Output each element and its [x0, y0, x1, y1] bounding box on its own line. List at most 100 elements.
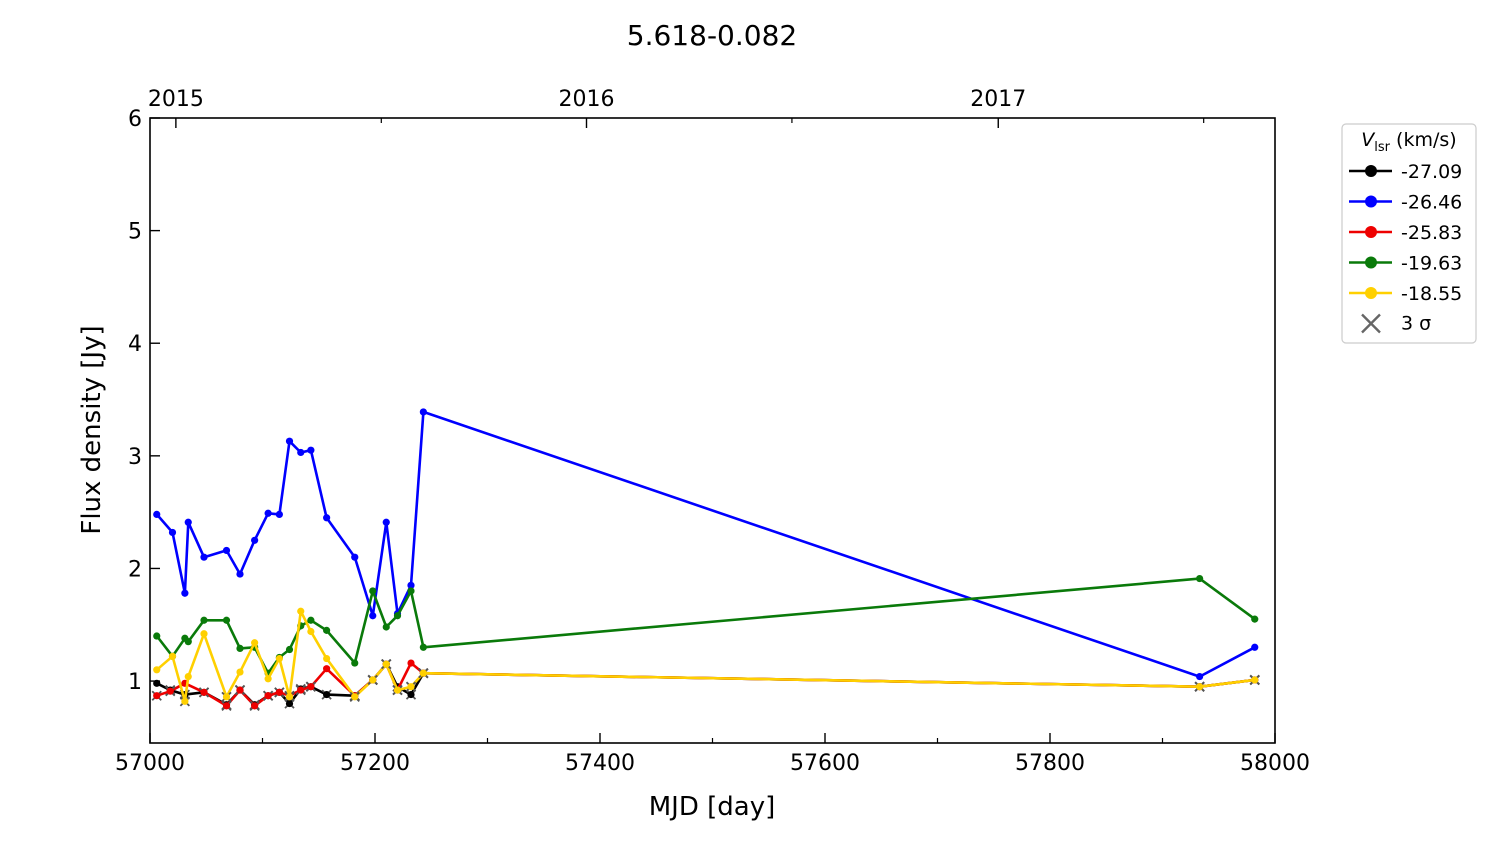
- data-point: [184, 672, 192, 681]
- data-point: [236, 668, 244, 676]
- data-point: [393, 612, 402, 620]
- y-tick-label: 1: [128, 670, 142, 695]
- data-point: [236, 570, 244, 578]
- legend-marker: [1365, 195, 1377, 208]
- legend-marker: [1365, 226, 1377, 238]
- data-point: [1196, 672, 1204, 681]
- data-point: [153, 666, 161, 674]
- series-line: [155, 609, 1255, 703]
- legend-box: [1341, 123, 1477, 344]
- data-point: [200, 688, 208, 696]
- data-point: [275, 654, 283, 663]
- legend-label: -27.09: [1401, 161, 1462, 183]
- data-point: [275, 510, 283, 518]
- legend-marker: [1365, 165, 1377, 177]
- data-point: [419, 669, 427, 677]
- data-point: [251, 702, 259, 710]
- x-tick-label: 57000: [115, 751, 185, 776]
- y-tick-label: 3: [128, 445, 142, 470]
- data-point: [168, 652, 177, 660]
- top-year-label: 2016: [559, 87, 615, 112]
- top-year-label: 2017: [970, 87, 1026, 112]
- x-tick-label: 57800: [1015, 751, 1085, 776]
- series--26.46: [153, 408, 1259, 681]
- x-axis-title: MJD [day]: [649, 792, 776, 822]
- data-point: [351, 659, 359, 667]
- data-point: [200, 616, 208, 624]
- data-point: [369, 676, 377, 684]
- data-point: [153, 679, 161, 687]
- data-point: [285, 437, 294, 445]
- legend-sigma-label: 3 σ: [1401, 313, 1431, 335]
- data-point: [222, 693, 231, 701]
- data-point: [222, 702, 231, 710]
- data-point: [166, 687, 174, 695]
- y-axis: 1 2 3 4 5 6: [128, 107, 160, 695]
- legend-marker: [1365, 256, 1377, 269]
- legend-label: -26.46: [1401, 192, 1462, 214]
- data-point: [285, 693, 294, 701]
- data-point: [153, 692, 161, 700]
- data-point: [168, 528, 177, 537]
- y-tick-label: 6: [128, 107, 142, 132]
- y-tick-label: 4: [128, 332, 142, 357]
- data-point: [407, 587, 415, 595]
- data-point: [351, 553, 359, 561]
- legend: Vlsr (km/s) -27.09 -26.46 -25.83 -19.63 -18.…: [1341, 123, 1477, 344]
- legend-entry: -25.83: [1349, 222, 1462, 244]
- data-point: [236, 686, 244, 694]
- legend-label: -25.83: [1401, 222, 1462, 244]
- data-point: [393, 686, 402, 694]
- data-point: [222, 546, 231, 555]
- data-point: [369, 612, 377, 620]
- top-year-axis: 2015 2016 2017: [148, 87, 1205, 128]
- data-point: [285, 645, 294, 654]
- legend-entry: -26.46: [1349, 192, 1462, 214]
- data-point: [369, 587, 377, 595]
- data-point: [323, 690, 331, 699]
- data-point: [1196, 574, 1204, 583]
- data-point: [382, 518, 390, 526]
- data-point: [1251, 615, 1259, 623]
- data-point: [251, 536, 259, 544]
- data-point: [382, 623, 390, 631]
- data-point: [419, 408, 427, 416]
- data-point: [407, 690, 415, 699]
- data-point: [307, 616, 315, 624]
- y-tick-label: 5: [128, 220, 142, 245]
- legend-title-sub: lsr: [1374, 140, 1390, 155]
- x-tick-label: 57400: [565, 751, 635, 776]
- data-point: [323, 626, 331, 634]
- data-point: [307, 683, 315, 691]
- legend-marker: [1365, 287, 1377, 299]
- data-point: [264, 675, 272, 683]
- data-point: [1196, 683, 1204, 691]
- data-point: [297, 607, 305, 615]
- series-line: [155, 577, 1256, 675]
- data-point: [307, 627, 315, 636]
- data-point: [323, 514, 331, 522]
- data-point: [153, 510, 161, 518]
- data-point: [1251, 643, 1259, 651]
- data-point: [251, 639, 259, 647]
- y-axis-title: Flux density [Jy]: [77, 325, 107, 534]
- data-point: [297, 686, 305, 694]
- data-point: [285, 699, 294, 708]
- legend-title-main: V: [1361, 129, 1376, 151]
- legend-label: -19.63: [1401, 253, 1462, 275]
- x-tick-label: 58000: [1240, 751, 1310, 776]
- plot-area: 57000 57200 57400 57600 57800 58000 1 2 3 4 5 6 20…: [115, 87, 1310, 776]
- data-point: [264, 509, 272, 517]
- chart-title: 5.618-0.082: [627, 19, 797, 52]
- top-year-label: 2015: [148, 87, 204, 112]
- data-point: [184, 638, 192, 646]
- data-point: [323, 654, 331, 663]
- data-point: [222, 616, 231, 624]
- data-point: [307, 446, 315, 454]
- data-point: [184, 518, 192, 526]
- data-point: [181, 697, 189, 705]
- legend-label: -18.55: [1401, 283, 1462, 305]
- series--19.63: [153, 574, 1259, 677]
- data-point: [1251, 676, 1259, 684]
